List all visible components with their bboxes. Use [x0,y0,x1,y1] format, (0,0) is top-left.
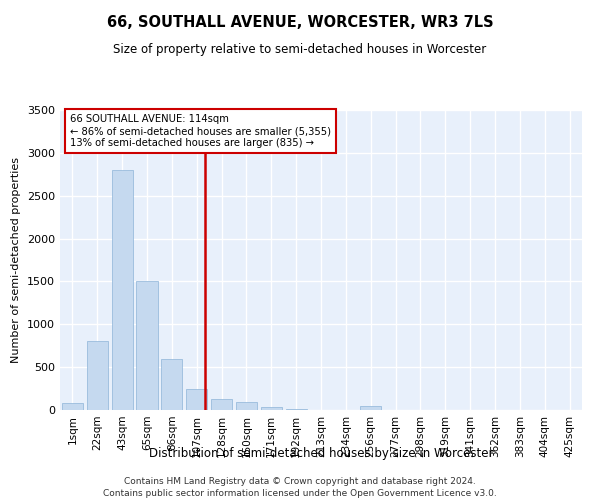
Bar [161,358,182,410]
Y-axis label: Number of semi-detached properties: Number of semi-detached properties [11,157,22,363]
Text: Distribution of semi-detached houses by size in Worcester: Distribution of semi-detached houses by … [149,448,493,460]
Bar [236,402,257,410]
Bar [360,406,381,410]
Text: 66, SOUTHALL AVENUE, WORCESTER, WR3 7LS: 66, SOUTHALL AVENUE, WORCESTER, WR3 7LS [107,15,493,30]
Bar [211,399,232,410]
Text: Size of property relative to semi-detached houses in Worcester: Size of property relative to semi-detach… [113,42,487,56]
Bar [136,282,158,410]
Bar [62,403,83,410]
Bar [87,342,108,410]
Bar [261,406,282,410]
Bar [286,409,307,410]
Bar [186,388,207,410]
Bar [112,170,133,410]
Text: 66 SOUTHALL AVENUE: 114sqm
← 86% of semi-detached houses are smaller (5,355)
13%: 66 SOUTHALL AVENUE: 114sqm ← 86% of semi… [70,114,331,148]
Text: Contains public sector information licensed under the Open Government Licence v3: Contains public sector information licen… [103,489,497,498]
Text: Contains HM Land Registry data © Crown copyright and database right 2024.: Contains HM Land Registry data © Crown c… [124,478,476,486]
